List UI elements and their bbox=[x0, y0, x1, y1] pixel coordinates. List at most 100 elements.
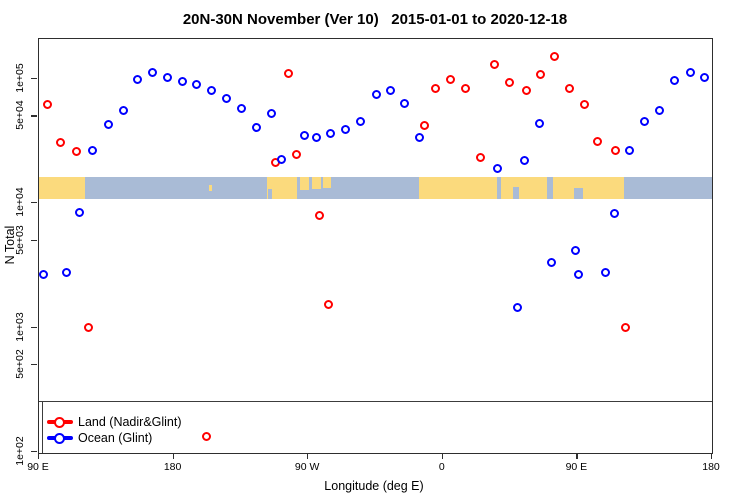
data-point bbox=[476, 152, 486, 162]
data-point bbox=[291, 150, 301, 160]
data-point bbox=[610, 208, 620, 218]
y-axis-tick bbox=[31, 239, 37, 241]
data-point bbox=[132, 75, 142, 85]
data-point bbox=[685, 67, 695, 77]
data-point bbox=[39, 270, 48, 280]
data-point bbox=[385, 85, 395, 95]
data-point bbox=[356, 116, 366, 126]
data-point bbox=[299, 131, 309, 141]
data-point bbox=[221, 93, 231, 103]
data-point bbox=[87, 145, 97, 155]
y-axis-tick bbox=[31, 115, 37, 117]
data-point bbox=[42, 100, 52, 110]
data-point bbox=[611, 146, 621, 156]
legend-land-circle-icon bbox=[54, 416, 65, 428]
x-axis-tick bbox=[711, 453, 713, 459]
data-point bbox=[283, 68, 293, 78]
map-strip-water-notch bbox=[574, 188, 584, 200]
data-point bbox=[670, 76, 680, 86]
data-point bbox=[571, 245, 581, 255]
y-axis-tick-label: 1e+04 bbox=[14, 187, 26, 218]
data-point bbox=[565, 84, 575, 94]
data-point bbox=[118, 105, 128, 115]
data-point bbox=[62, 268, 72, 278]
data-point bbox=[655, 105, 665, 115]
map-strip-land-segment bbox=[501, 176, 548, 200]
data-point bbox=[325, 128, 335, 138]
y-axis-tick-label: 5e+03 bbox=[14, 224, 26, 255]
data-point bbox=[83, 323, 93, 333]
x-axis-tick-label: 90 W bbox=[294, 461, 320, 473]
data-point bbox=[621, 323, 631, 333]
data-point bbox=[311, 132, 321, 142]
data-point bbox=[493, 163, 503, 173]
data-point bbox=[601, 267, 611, 277]
data-point bbox=[446, 75, 456, 85]
map-strip-water-notch bbox=[513, 186, 520, 200]
data-point bbox=[513, 303, 523, 313]
x-axis-tick-label: 90 E bbox=[27, 461, 49, 473]
data-point bbox=[547, 257, 557, 267]
map-strip-land-segment bbox=[323, 176, 331, 189]
x-axis-tick-label: 180 bbox=[163, 461, 182, 473]
data-point bbox=[505, 78, 515, 88]
y-axis-tick bbox=[31, 78, 37, 80]
map-strip-land-segment bbox=[267, 176, 297, 200]
plot-area: Land (Nadir&Glint) Ocean (Glint) bbox=[38, 38, 713, 454]
map-strip-land-segment bbox=[552, 176, 624, 200]
data-point bbox=[415, 132, 425, 142]
data-point bbox=[276, 154, 286, 164]
data-point bbox=[431, 84, 441, 94]
x-axis-tick-label: 90 E bbox=[565, 461, 588, 473]
data-point bbox=[201, 432, 211, 442]
data-point bbox=[191, 80, 201, 90]
y-axis-tick-label: 5e+02 bbox=[14, 349, 26, 379]
data-point bbox=[314, 210, 324, 220]
data-point bbox=[593, 136, 603, 146]
data-point bbox=[400, 99, 409, 109]
data-point bbox=[103, 119, 113, 129]
y-axis-tick-label: 1e+05 bbox=[14, 63, 26, 93]
data-point bbox=[640, 117, 650, 127]
map-strip-land-segment bbox=[209, 184, 212, 192]
data-point bbox=[522, 85, 532, 95]
data-point bbox=[147, 67, 157, 77]
data-point bbox=[266, 109, 276, 119]
x-axis-tick-label: 180 bbox=[702, 461, 720, 473]
data-point bbox=[72, 147, 82, 157]
data-point bbox=[490, 59, 500, 69]
legend-box-left-border bbox=[42, 401, 44, 453]
data-point bbox=[162, 73, 172, 83]
data-point bbox=[550, 51, 560, 61]
y-axis-tick bbox=[31, 202, 37, 204]
y-axis-tick bbox=[31, 450, 37, 453]
data-point bbox=[74, 207, 84, 217]
y-axis-tick bbox=[31, 364, 37, 366]
data-point bbox=[340, 124, 350, 134]
data-point bbox=[574, 270, 584, 280]
map-strip-land-segment bbox=[311, 176, 321, 190]
chart-title: 20N-30N November (Ver 10) 2015-01-01 to … bbox=[182, 11, 568, 28]
legend-ocean-label: Ocean (Glint) bbox=[78, 431, 153, 445]
data-point bbox=[236, 104, 246, 114]
data-point bbox=[700, 73, 710, 83]
x-axis-tick bbox=[576, 453, 578, 459]
x-axis-tick-label: 0 bbox=[438, 461, 445, 473]
x-axis-title: Longitude (deg E) bbox=[324, 479, 424, 493]
data-point bbox=[177, 77, 187, 87]
data-point bbox=[535, 118, 545, 128]
data-point bbox=[323, 300, 333, 310]
legend-ocean-circle-icon bbox=[54, 432, 65, 444]
data-point bbox=[251, 123, 261, 133]
data-point bbox=[625, 146, 635, 156]
data-point bbox=[520, 156, 530, 166]
legend-land-label: Land (Nadir&Glint) bbox=[78, 415, 182, 429]
y-axis-tick-label: 5e+04 bbox=[14, 100, 26, 131]
y-axis-tick-label: 1e+02 bbox=[14, 436, 26, 466]
map-strip-land-segment bbox=[39, 176, 86, 200]
map-strip-water-notch bbox=[267, 189, 272, 200]
x-axis-tick bbox=[441, 453, 443, 459]
legend-box-top-border bbox=[39, 401, 712, 403]
y-axis-tick-label: 1e+03 bbox=[14, 311, 26, 342]
